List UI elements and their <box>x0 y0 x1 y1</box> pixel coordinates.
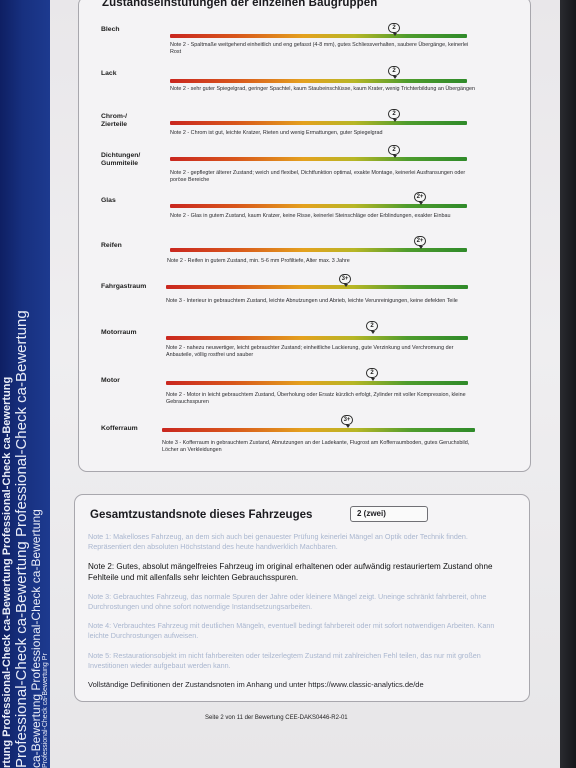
rating-scale-bar <box>166 336 468 340</box>
strip-text-row: rtung Professional-Check ca-Bewertung Pr… <box>1 376 13 768</box>
group-label-motorraum: Motorraum <box>101 329 137 336</box>
group-label-lack: Lack <box>101 70 117 77</box>
rating-marker: 2 <box>366 368 378 381</box>
group-note: Note 2 - Glas in gutem Zustand, kaum Kra… <box>170 213 451 219</box>
group-note: Note 2 - Spaltmaße weitgehend einheitlic… <box>170 42 469 55</box>
rating-scale-bar <box>170 121 467 125</box>
grade-definition-selected: Note 2: Gutes, absolut mängelfreies Fahr… <box>88 562 493 582</box>
group-note: Note 2 - gepflegter älterer Zustand; wei… <box>170 170 466 183</box>
background-edge <box>560 0 576 768</box>
rating-scale-bar <box>170 34 467 38</box>
rating-scale-bar <box>166 285 468 289</box>
strip-text-row: ca-Bewertung Professional-Check ca-Bewer… <box>29 509 43 768</box>
rating-marker: 2+ <box>414 236 426 249</box>
section-title: Zustandseinstufungen der einzelnen Baugr… <box>102 0 378 9</box>
group-label-chrom: Chrom-/ Zierteile <box>101 113 128 128</box>
strip-text-row: Professional-Check ca-Bewertung Professi… <box>13 310 30 768</box>
group-label-motor: Motor <box>101 377 120 384</box>
rating-marker: 2+ <box>414 192 426 205</box>
group-note: Note 2 - sehr guter Spiegelgrad, geringe… <box>170 86 476 92</box>
rating-scale-bar <box>162 428 475 432</box>
rating-marker: 2 <box>388 145 400 158</box>
rating-marker: 2 <box>388 109 400 122</box>
group-note: Note 2 - Reifen in gutem Zustand, min. 5… <box>167 258 350 264</box>
rating-marker: 3+ <box>341 415 353 428</box>
rating-scale-bar <box>170 157 467 161</box>
group-label-dichtungen: Dichtungen/ Gummiteile <box>101 152 141 167</box>
group-note: Note 3 - Interieur in gebrauchtem Zustan… <box>166 298 458 304</box>
grade-definition: Note 5: Restaurationsobjekt im nicht fah… <box>88 651 481 670</box>
group-label-glas: Glas <box>101 197 116 204</box>
strip-text-row: Professional-Check ca-Bewertung Pr <box>42 653 49 768</box>
rating-scale-bar <box>166 381 468 385</box>
rating-scale-bar <box>170 79 467 83</box>
group-label-reifen: Reifen <box>101 242 122 249</box>
rating-marker: 2 <box>388 66 400 79</box>
group-label-fahrgastraum: Fahrgastraum <box>101 283 147 290</box>
rating-marker: 2 <box>366 321 378 334</box>
rating-marker: 3+ <box>339 274 351 287</box>
page-footer: Seite 2 von 11 der Bewertung CEE-DAKS044… <box>205 715 348 721</box>
group-label-kofferraum: Kofferraum <box>101 425 138 432</box>
overall-rating-title: Gesamtzustandsnote dieses Fahrzeuges <box>90 509 313 521</box>
grade-definition: Note 1: Makelloses Fahrzeug, an dem sich… <box>88 532 468 551</box>
full-definitions-note: Vollständige Definitionen der Zustandsno… <box>88 680 424 689</box>
overall-rating-value: 2 (zwei) <box>350 506 428 522</box>
assessment-panel <box>78 0 531 472</box>
grade-definition: Note 4: Verbrauchtes Fahrzeug mit deutli… <box>88 621 495 640</box>
rating-marker: 2 <box>388 23 400 36</box>
branding-strip: rtung Professional-Check ca-Bewertung Pr… <box>0 0 50 768</box>
overall-rating-panel <box>74 494 530 702</box>
group-note: Note 2 - nahezu neuwertiger, leicht gebr… <box>166 345 454 358</box>
rating-scale-bar <box>170 248 467 252</box>
group-note: Note 2 - Motor in leicht gebrauchtem Zus… <box>166 392 466 405</box>
rating-scale-bar <box>170 204 467 208</box>
grade-definition: Note 3: Gebrauchtes Fahrzeug, das normal… <box>88 592 487 611</box>
group-note: Note 3 - Kofferraum in gebrauchtem Zusta… <box>162 440 470 453</box>
group-note: Note 2 - Chrom ist gut, leichte Kratzer,… <box>170 130 383 136</box>
group-label-blech: Blech <box>101 26 120 33</box>
